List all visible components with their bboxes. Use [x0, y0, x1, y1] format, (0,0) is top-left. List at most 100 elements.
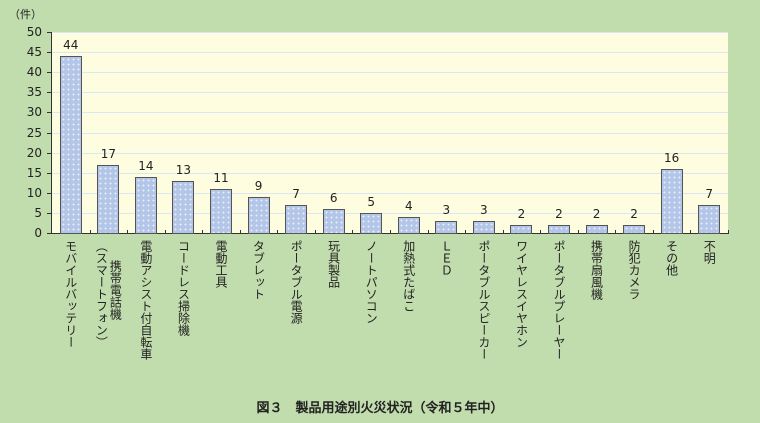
gridline	[52, 112, 728, 114]
y-axis-line	[51, 32, 52, 234]
bar-value-label: 2	[630, 206, 638, 221]
bar-value-label: 11	[213, 170, 229, 185]
gridline	[52, 192, 728, 194]
y-tick	[47, 72, 51, 74]
bar-value-label: 2	[555, 206, 563, 221]
bar	[472, 220, 495, 234]
gridline	[52, 32, 728, 33]
gridline	[52, 52, 728, 54]
x-tick	[577, 230, 579, 233]
y-tick	[47, 192, 51, 194]
chart-title: 図３ 製品用途別火災状況（令和５年中）	[256, 401, 504, 416]
bar-value-label: 13	[175, 162, 192, 177]
plot-area	[52, 32, 728, 233]
x-tick	[615, 230, 617, 233]
y-axis-unit: （件）	[9, 8, 42, 21]
x-tick	[540, 230, 542, 233]
x-tick	[502, 230, 504, 233]
gridline	[52, 92, 728, 94]
x-tick	[314, 230, 316, 233]
x-tick	[728, 230, 729, 233]
bar-value-label: 16	[664, 150, 680, 165]
x-tick-label: コードレス掃除機	[176, 240, 191, 336]
bar-value-label: 3	[480, 202, 488, 217]
y-tick	[47, 152, 51, 154]
bar	[210, 188, 232, 234]
gridline	[52, 172, 728, 174]
bar	[322, 208, 345, 234]
bar-value-label: 6	[329, 190, 338, 205]
x-tick	[277, 230, 279, 233]
y-tick-label: 30	[26, 105, 42, 120]
y-tick	[47, 92, 51, 94]
bar-value-label: 4	[404, 198, 413, 213]
x-tick-label: ＬＥＤ	[439, 240, 454, 276]
x-tick-label: 防犯カメラ	[627, 240, 642, 300]
gridline	[52, 132, 728, 134]
x-axis-line	[51, 233, 729, 234]
x-tick-label: 電動工具	[214, 240, 228, 288]
y-tick-label: 50	[26, 25, 42, 39]
x-tick	[390, 230, 391, 233]
x-tick-label: 携帯扇風機	[589, 240, 604, 300]
y-tick-label: 25	[26, 125, 42, 140]
bar	[698, 204, 721, 234]
bar	[585, 224, 608, 234]
x-tick	[164, 230, 166, 233]
bar-value-label: 2	[592, 206, 601, 221]
y-tick-label: 10	[26, 185, 42, 200]
x-tick	[127, 230, 129, 233]
bar-value-label: 17	[100, 146, 116, 161]
x-tick-label: ノートパソコン	[364, 240, 379, 324]
y-tick-label: 15	[26, 165, 42, 180]
x-tick	[427, 230, 429, 233]
bar-value-label: 14	[138, 158, 154, 173]
bar-value-label: 7	[292, 186, 300, 201]
x-tick	[690, 230, 692, 233]
x-tick	[465, 230, 467, 233]
x-tick-label: 不明	[702, 240, 717, 264]
bar	[59, 56, 82, 234]
gridline	[52, 152, 728, 154]
bar	[285, 204, 308, 234]
x-tick	[239, 230, 241, 233]
bar-value-label: 5	[367, 194, 376, 209]
y-tick	[47, 172, 51, 174]
y-tick-label: 0	[34, 226, 42, 240]
bar	[660, 168, 683, 234]
bar	[510, 224, 533, 234]
gridline	[52, 212, 728, 214]
y-tick-label: 5	[34, 205, 42, 220]
x-tick-label: 携帯電話機 （スマートフォン）	[94, 240, 123, 348]
bar	[97, 164, 120, 234]
x-tick-label: モバイルバッテリー	[63, 240, 78, 348]
x-tick-label: タブレット	[251, 240, 266, 300]
x-tick-label: 玩具製品	[326, 240, 341, 288]
x-tick-label: その他	[664, 240, 679, 276]
y-tick	[47, 112, 51, 114]
y-tick-label: 45	[26, 45, 42, 60]
y-tick-label: 40	[26, 65, 42, 80]
x-tick-label: ポータブルスピーカー	[476, 240, 491, 360]
bar-value-label: 3	[442, 202, 451, 217]
bar	[548, 224, 570, 234]
y-tick	[47, 32, 51, 33]
bar-value-label: 2	[517, 206, 526, 221]
bar	[623, 224, 646, 234]
y-tick	[47, 132, 51, 134]
x-tick	[89, 230, 91, 233]
x-tick-label: 電動アシスト付自転車	[138, 240, 153, 360]
bar	[134, 176, 157, 234]
x-tick-label: ポータブルプレーヤー	[552, 240, 566, 360]
y-tick	[47, 52, 51, 54]
y-tick-label: 35	[26, 85, 42, 100]
bar-value-label: 44	[63, 38, 79, 53]
bar	[435, 220, 458, 234]
x-tick	[352, 230, 354, 233]
gridline	[52, 72, 728, 74]
bar	[360, 212, 383, 234]
bar	[397, 216, 420, 234]
x-tick	[202, 230, 204, 233]
x-tick	[652, 230, 654, 233]
y-tick-label: 20	[26, 145, 42, 160]
